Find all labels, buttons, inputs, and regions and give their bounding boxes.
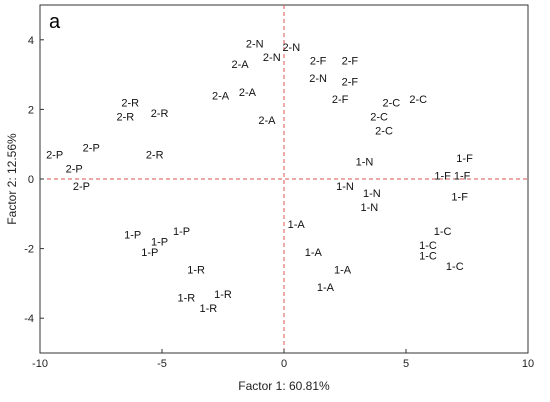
- point-label: 1-C: [419, 251, 437, 263]
- y-tick-label: 2: [28, 104, 34, 116]
- point-label: 2-C: [375, 125, 393, 137]
- point-label: 1-R: [187, 264, 205, 276]
- point-label: 1-A: [334, 264, 352, 276]
- point-label: 1-F: [434, 171, 451, 183]
- point-label: 1-P: [173, 226, 190, 238]
- point-label: 1-R: [178, 292, 196, 304]
- point-label: 2-C: [409, 94, 427, 106]
- point-label: 2-P: [83, 143, 100, 155]
- point-label: 1-N: [336, 181, 354, 193]
- point-label: 1-R: [214, 289, 232, 301]
- point-label: 2-R: [117, 111, 135, 123]
- point-label: 2-P: [66, 164, 83, 176]
- point-label: 1-N: [356, 157, 374, 169]
- point-label: 1-N: [363, 188, 381, 200]
- x-tick-label: 5: [403, 358, 409, 370]
- x-tick-label: -5: [157, 358, 167, 370]
- point-label: 2-N: [309, 73, 327, 85]
- point-label: 2-P: [46, 150, 63, 162]
- point-label: 2-F: [342, 77, 359, 89]
- point-label: 1-F: [451, 191, 468, 203]
- point-label: 1-F: [454, 171, 471, 183]
- point-label: 2-A: [239, 87, 257, 99]
- point-label: 1-F: [456, 153, 473, 165]
- x-tick-label: 10: [522, 358, 534, 370]
- point-label: 2-F: [310, 56, 327, 68]
- point-label: 2-P: [73, 181, 90, 193]
- point-label: 1-C: [446, 261, 464, 273]
- point-label: 2-F: [342, 56, 359, 68]
- point-label: 2-C: [382, 97, 400, 109]
- point-label: 2-F: [332, 94, 349, 106]
- point-label: 1-P: [141, 247, 158, 259]
- point-label: 2-R: [151, 108, 169, 120]
- point-label: 1-P: [124, 230, 141, 242]
- y-tick-label: 0: [28, 174, 34, 186]
- point-label: 2-A: [212, 90, 230, 102]
- x-axis-title: Factor 1: 60.81%: [238, 379, 330, 393]
- point-label: 1-A: [317, 282, 335, 294]
- point-label: 1-C: [434, 226, 452, 238]
- data-points: 2-N 2-N2-N2-A 2-F 2-F2-N 2-F2-A 2-A2-F 2-C 2-C2…: [46, 38, 473, 314]
- y-tick-label: -2: [24, 244, 34, 256]
- point-label: 2-N: [263, 52, 281, 64]
- point-label: 2-A: [232, 59, 250, 71]
- y-tick-label: -4: [24, 313, 34, 325]
- point-label: 2-A: [258, 115, 276, 127]
- point-label: 1-R: [199, 303, 217, 315]
- y-tick-label: 4: [28, 35, 34, 47]
- point-label: 2-R: [121, 97, 139, 109]
- x-tick-label: -10: [32, 358, 48, 370]
- y-axis-title: Factor 2: 12.56%: [5, 133, 19, 225]
- point-label: 1-A: [288, 219, 306, 231]
- point-label: 2-R: [146, 150, 164, 162]
- point-label: 2-N: [282, 42, 300, 54]
- axis-ticks: -10 -5 0 5 10 -4 -2 0 2 4: [24, 35, 534, 370]
- panel-label: a: [49, 11, 61, 33]
- point-label: 1-A: [305, 247, 323, 259]
- reference-lines: [40, 5, 528, 353]
- point-label: 1-N: [361, 202, 379, 214]
- point-label: 2-N: [246, 38, 264, 50]
- point-label: 2-C: [370, 111, 388, 123]
- x-tick-label: 0: [281, 358, 287, 370]
- point-label: 1-C: [419, 240, 437, 252]
- point-label: 1-P: [151, 237, 168, 249]
